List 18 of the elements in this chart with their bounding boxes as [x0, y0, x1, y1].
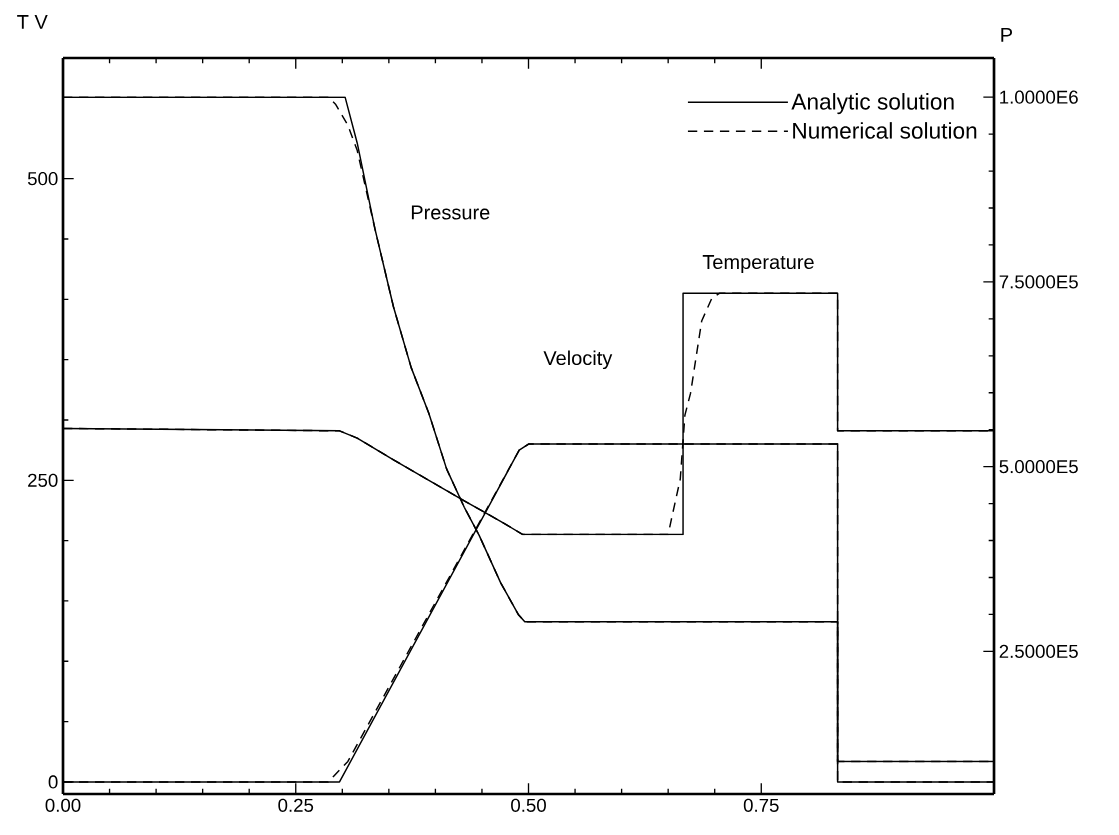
annotation: Pressure: [411, 205, 490, 220]
y2-tick-label: 2.5000E5: [999, 644, 1078, 658]
y-axis-title: T V: [17, 15, 48, 29]
x-tick-label: 0.75: [743, 798, 779, 812]
annotation: Temperature: [702, 255, 814, 274]
y-tick-label: 500: [27, 172, 58, 186]
x-tick-label: 0.50: [511, 798, 546, 812]
y-tick-label: 250: [28, 473, 58, 487]
y2-tick-label: 7.5000E5: [999, 275, 1078, 289]
x-tick-label: 0.00: [45, 798, 81, 812]
legend-label: Analytic solution: [791, 93, 954, 115]
y2-tick-label: 5.0000E5: [999, 460, 1078, 474]
y2-axis-title: P: [1001, 28, 1012, 42]
annotation: Velocity: [543, 350, 613, 370]
y2-tick-label: 1.0000E6: [1000, 90, 1078, 104]
legend-label: Numerical solution: [793, 122, 977, 139]
y-tick-label: 0: [48, 775, 58, 789]
x-tick-label: 0.25: [278, 798, 314, 812]
